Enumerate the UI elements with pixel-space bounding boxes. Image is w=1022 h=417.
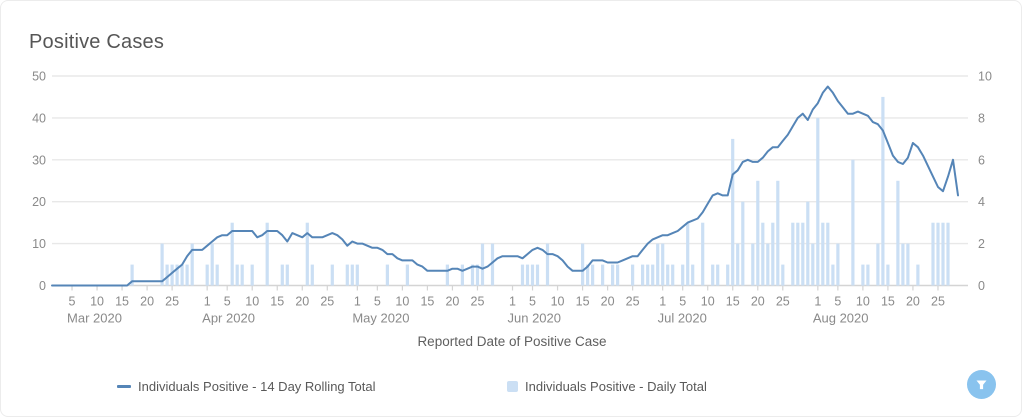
svg-text:10: 10 [245, 295, 259, 309]
legend-label-rolling-total: Individuals Positive - 14 Day Rolling To… [138, 378, 376, 394]
svg-text:25: 25 [776, 295, 790, 309]
x-axis-title: Reported Date of Positive Case [417, 334, 607, 349]
svg-text:4: 4 [978, 195, 985, 209]
svg-text:1: 1 [814, 295, 821, 309]
svg-text:10: 10 [395, 295, 409, 309]
filter-button[interactable] [967, 370, 996, 399]
svg-text:May 2020: May 2020 [352, 311, 409, 326]
svg-text:15: 15 [420, 295, 434, 309]
svg-text:Jun 2020: Jun 2020 [508, 311, 562, 326]
svg-text:5: 5 [834, 295, 841, 309]
chart-legend: Individuals Positive - 14 Day Rolling To… [1, 375, 1021, 397]
svg-text:10: 10 [32, 237, 46, 251]
svg-text:Apr 2020: Apr 2020 [202, 311, 255, 326]
svg-text:6: 6 [978, 153, 985, 167]
svg-text:25: 25 [165, 295, 179, 309]
line-series-marker-icon [117, 384, 131, 388]
svg-text:15: 15 [881, 295, 895, 309]
legend-item-rolling-total[interactable]: Individuals Positive - 14 Day Rolling To… [117, 375, 376, 397]
svg-text:25: 25 [626, 295, 640, 309]
svg-text:20: 20 [906, 295, 920, 309]
svg-text:20: 20 [751, 295, 765, 309]
svg-text:15: 15 [270, 295, 284, 309]
svg-text:Jul 2020: Jul 2020 [658, 311, 707, 326]
svg-text:Aug 2020: Aug 2020 [813, 311, 869, 326]
svg-text:5: 5 [679, 295, 686, 309]
svg-text:5: 5 [224, 295, 231, 309]
svg-text:1: 1 [204, 295, 211, 309]
svg-text:1: 1 [354, 295, 361, 309]
svg-text:15: 15 [576, 295, 590, 309]
svg-text:20: 20 [295, 295, 309, 309]
svg-text:10: 10 [978, 70, 992, 84]
svg-text:10: 10 [856, 295, 870, 309]
svg-text:20: 20 [140, 295, 154, 309]
svg-text:1: 1 [659, 295, 666, 309]
svg-text:25: 25 [931, 295, 945, 309]
svg-text:30: 30 [32, 153, 46, 167]
svg-text:5: 5 [529, 295, 536, 309]
funnel-icon [976, 380, 987, 390]
chart-title: Positive Cases [29, 31, 165, 53]
svg-text:1: 1 [509, 295, 516, 309]
svg-text:10: 10 [551, 295, 565, 309]
bar-series-marker-icon [507, 380, 518, 392]
svg-text:20: 20 [445, 295, 459, 309]
svg-text:20: 20 [601, 295, 615, 309]
svg-text:2: 2 [978, 237, 985, 251]
svg-text:50: 50 [32, 70, 46, 84]
legend-label-daily-total: Individuals Positive - Daily Total [525, 378, 707, 394]
svg-text:25: 25 [320, 295, 334, 309]
svg-text:15: 15 [115, 295, 129, 309]
svg-text:8: 8 [978, 111, 985, 125]
legend-item-daily-total[interactable]: Individuals Positive - Daily Total [507, 375, 707, 397]
svg-text:Mar 2020: Mar 2020 [67, 311, 122, 326]
svg-text:5: 5 [69, 295, 76, 309]
svg-text:0: 0 [978, 279, 985, 293]
svg-text:10: 10 [701, 295, 715, 309]
svg-text:15: 15 [726, 295, 740, 309]
svg-text:25: 25 [471, 295, 485, 309]
svg-text:5: 5 [374, 295, 381, 309]
svg-text:20: 20 [32, 195, 46, 209]
svg-text:40: 40 [32, 111, 46, 125]
svg-text:10: 10 [90, 295, 104, 309]
svg-text:0: 0 [39, 279, 46, 293]
